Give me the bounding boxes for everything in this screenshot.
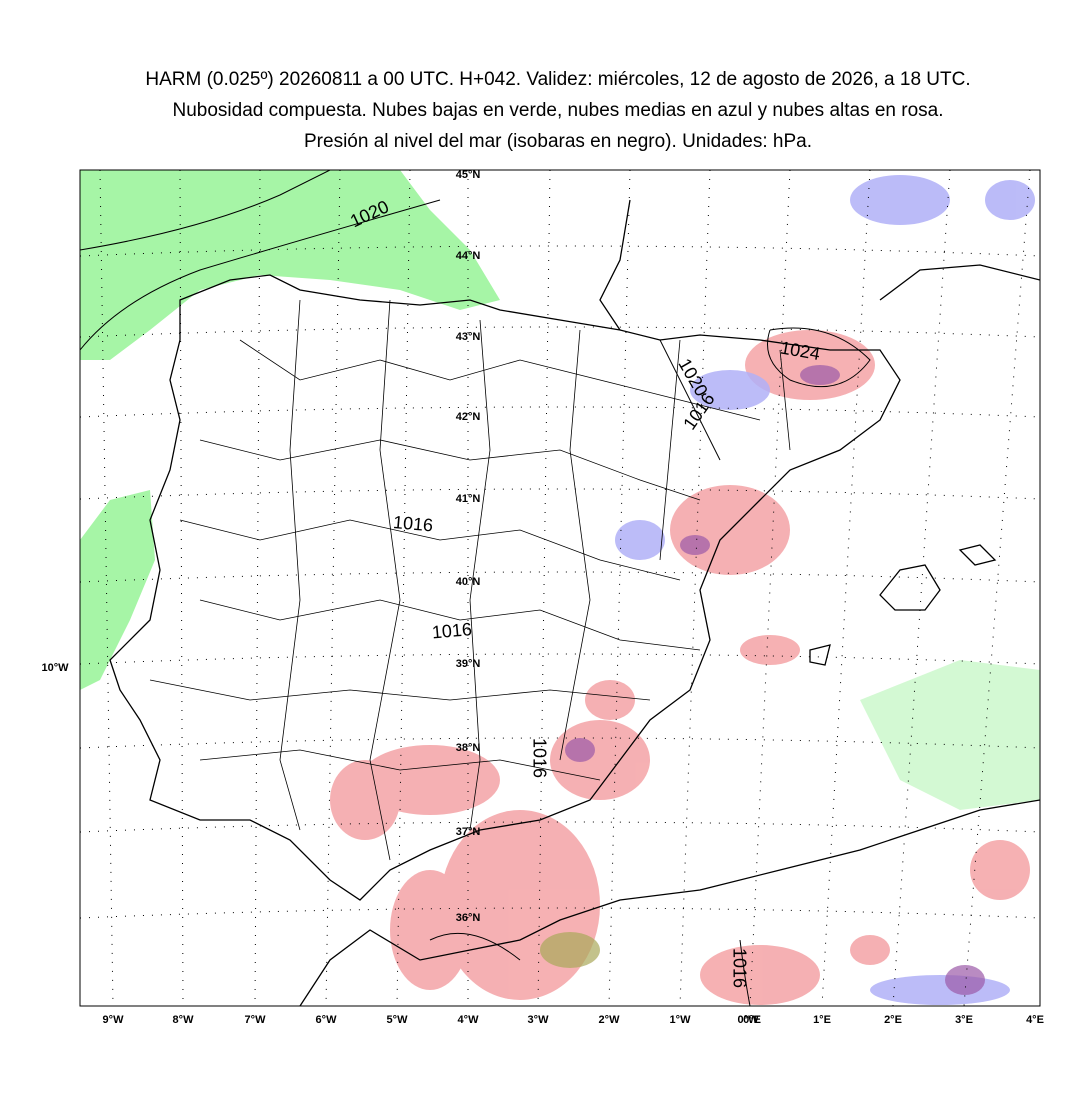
coastline [958, 544, 997, 566]
longitude-label: 5°W [387, 1014, 409, 1026]
latitude-label: 40°N [456, 576, 481, 588]
longitude-label: 4°W [458, 1014, 480, 1026]
isobar-label: 1016 [431, 619, 473, 642]
high-clouds [330, 330, 1030, 1005]
mixed-clouds [565, 365, 985, 995]
latitude-label: 39°N [456, 658, 481, 670]
latitude-label: 41°N [456, 493, 481, 505]
coastline [599, 199, 631, 331]
low-clouds [80, 170, 500, 360]
low-clouds [860, 660, 1040, 810]
title-line: HARM (0.025º) 20260811 a 00 UTC. H+042. … [145, 69, 970, 90]
map-panel [79, 169, 1041, 1007]
isobar-label: 1016 [529, 738, 549, 778]
borders [149, 299, 791, 861]
longitude-label: 1°W [670, 1014, 692, 1026]
latitude-label: 45°N [456, 169, 481, 181]
longitude-label: 7°W [245, 1014, 267, 1026]
mixed-clouds [540, 932, 600, 968]
latitude-label: 38°N [456, 742, 481, 754]
isobar-label: 1016 [729, 948, 749, 988]
coastline [879, 564, 941, 611]
title-line: Presión al nivel del mar (isobaras en ne… [304, 131, 812, 152]
longitude-label: 2°E [884, 1014, 902, 1026]
longitude-label: 2°W [599, 1014, 621, 1026]
map-frame [79, 169, 1041, 1007]
coastline [299, 799, 1040, 1006]
longitude-label: 3°W [528, 1014, 550, 1026]
mid-clouds [615, 175, 1035, 1005]
longitude-label: 3°E [955, 1014, 973, 1026]
latitude-label: 42°N [456, 411, 481, 423]
latitude-label: 10°W [41, 662, 69, 674]
low-clouds [80, 490, 155, 690]
coastline [809, 644, 831, 666]
longitude-label: 0°E [743, 1014, 761, 1026]
coastline [109, 274, 901, 901]
longitude-label: 1°E [813, 1014, 831, 1026]
longitude-label: 6°W [316, 1014, 338, 1026]
coastline [879, 264, 1040, 301]
isobars [80, 170, 871, 1006]
latitude-label: 44°N [456, 250, 481, 262]
longitude-label: 4°E [1026, 1014, 1044, 1026]
isobar-label: 1016 [392, 512, 434, 535]
latitude-label: 36°N [456, 912, 481, 924]
longitude-label: 9°W [103, 1014, 125, 1026]
latitude-label: 43°N [456, 331, 481, 343]
latitude-label: 37°N [456, 826, 481, 838]
longitude-label: 8°W [173, 1014, 195, 1026]
longitude-label: 0°W [738, 1014, 760, 1026]
title-line: Nubosidad compuesta. Nubes bajas en verd… [172, 100, 943, 121]
